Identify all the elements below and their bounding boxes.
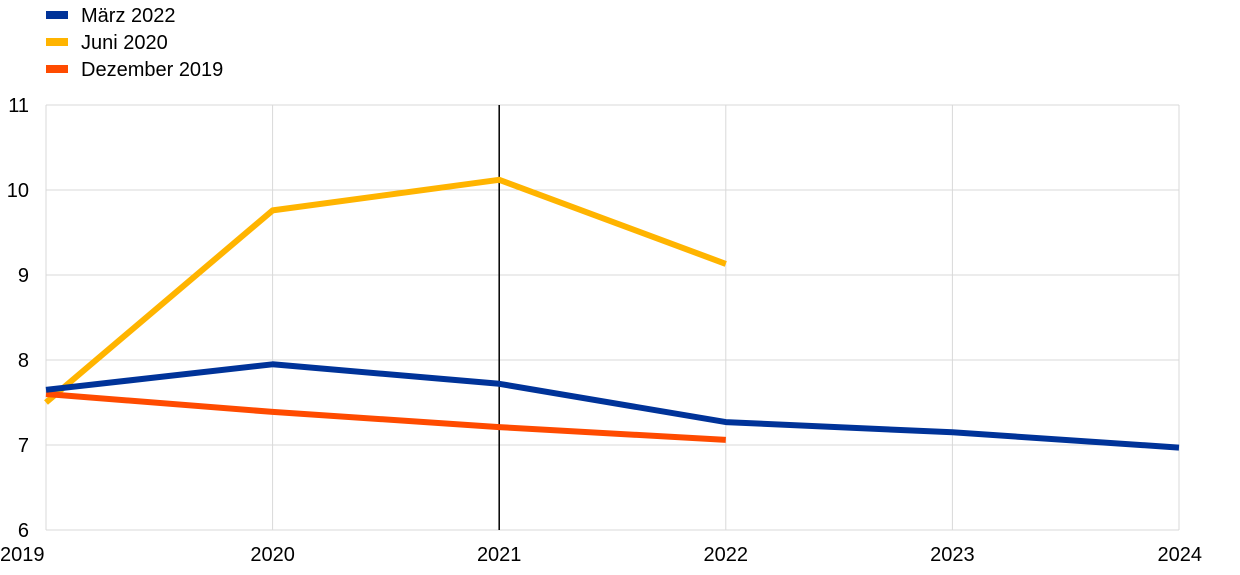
x-tick-label: 2021 bbox=[477, 544, 522, 566]
y-tick-label: 6 bbox=[18, 520, 29, 542]
x-axis-ticks: 2019 2020 2021 2022 2023 2024 bbox=[0, 544, 1202, 566]
series-line-2 bbox=[45, 391, 726, 443]
legend-label: Dezember 2019 bbox=[81, 59, 223, 81]
grid-lines bbox=[45, 104, 1180, 531]
y-tick-label: 10 bbox=[7, 180, 29, 202]
legend: März 2022 Juni 2020 Dezember 2019 bbox=[46, 5, 223, 81]
x-tick-label: 2024 bbox=[1158, 544, 1203, 566]
x-tick-label: 2023 bbox=[930, 544, 975, 566]
legend-label: Juni 2020 bbox=[81, 32, 168, 54]
y-tick-label: 8 bbox=[18, 350, 29, 372]
series-line-0 bbox=[45, 361, 1180, 451]
y-tick-label: 11 bbox=[8, 95, 29, 117]
x-tick-label: 2020 bbox=[250, 544, 295, 566]
y-axis-ticks: 6 7 8 9 10 11 bbox=[7, 95, 29, 542]
x-tick-label: 2019 bbox=[0, 544, 45, 566]
y-tick-label: 7 bbox=[18, 435, 29, 457]
y-tick-label: 9 bbox=[18, 265, 29, 287]
series-line-1 bbox=[44, 176, 727, 405]
legend-swatch bbox=[46, 38, 68, 46]
legend-swatch bbox=[46, 65, 68, 73]
x-tick-label: 2022 bbox=[704, 544, 749, 566]
legend-swatch bbox=[46, 11, 68, 19]
legend-label: März 2022 bbox=[81, 5, 176, 27]
series-lines bbox=[44, 176, 1180, 451]
